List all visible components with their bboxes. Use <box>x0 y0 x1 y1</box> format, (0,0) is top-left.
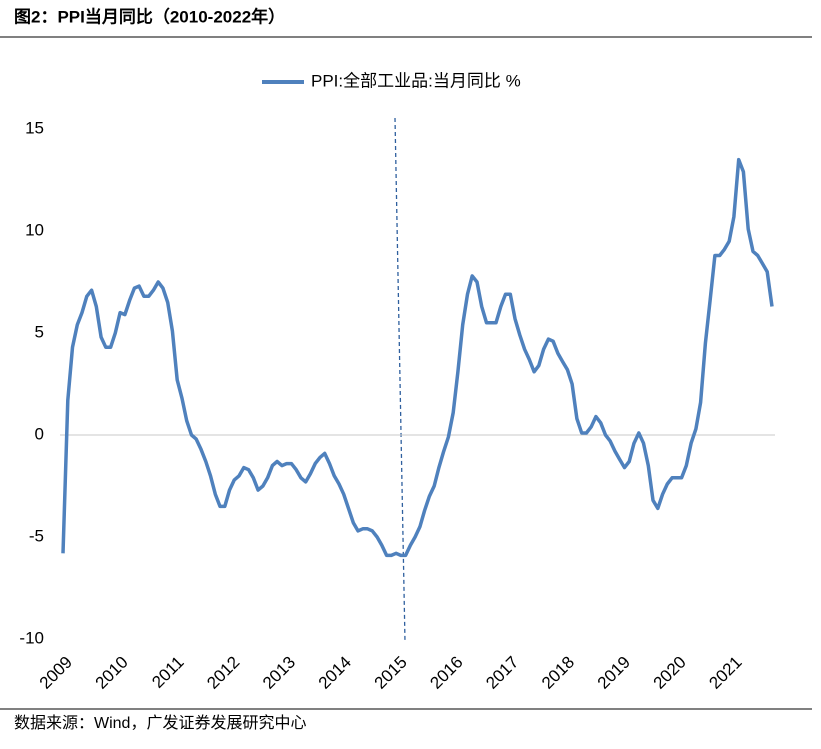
x-tick-label: 2015 <box>371 653 411 693</box>
x-tick-label: 2012 <box>203 653 243 693</box>
legend-label: PPI:全部工业品:当月同比 % <box>311 71 521 90</box>
y-tick-label: 5 <box>35 322 44 341</box>
y-tick-label: 10 <box>25 220 44 239</box>
chart-title: 图2：PPI当月同比（2010-2022年） <box>14 6 285 26</box>
x-tick-label: 2021 <box>705 653 745 693</box>
y-tick-label: 15 <box>25 118 44 137</box>
x-tick-label: 2016 <box>426 653 466 693</box>
x-tick-label: 2018 <box>538 653 578 693</box>
x-tick-label: 2014 <box>315 653 355 693</box>
x-tick-label: 2019 <box>594 653 634 693</box>
x-tick-label: 2017 <box>482 653 522 693</box>
series-line <box>61 157 774 558</box>
y-tick-label: 0 <box>35 424 44 443</box>
x-tick-label: 2013 <box>259 653 299 693</box>
x-tick-label: 2009 <box>36 653 76 693</box>
x-tick-label: 2010 <box>92 653 132 693</box>
x-tick-label: 2020 <box>650 653 690 693</box>
y-tick-label: -10 <box>19 628 44 647</box>
source: 数据来源：Wind，广发证券发展研究中心 <box>14 714 306 732</box>
divider <box>394 117 406 643</box>
y-tick-label: -5 <box>29 526 44 545</box>
x-tick-label: 2011 <box>148 653 187 692</box>
